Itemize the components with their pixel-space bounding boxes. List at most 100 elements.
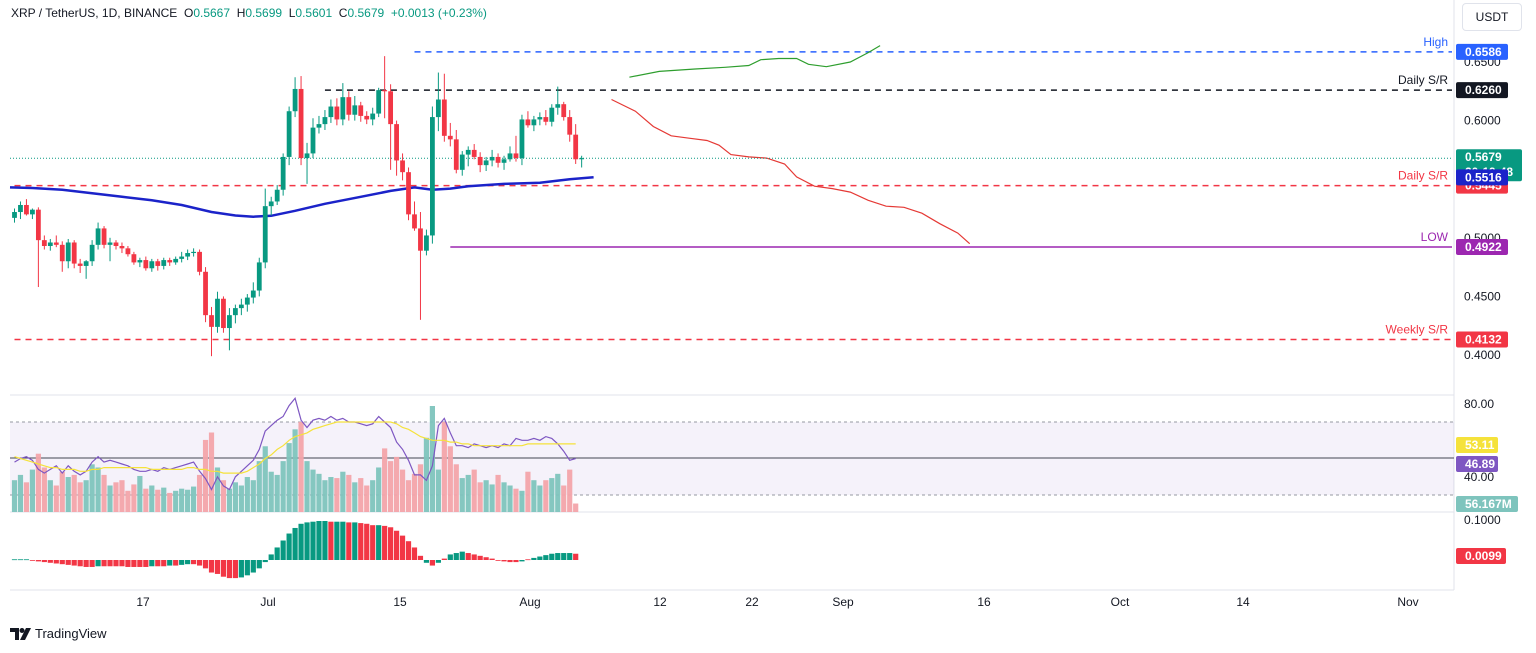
candle-body — [232, 308, 238, 316]
macd-histogram-bar — [173, 560, 179, 566]
rsi-tag — [1456, 456, 1498, 472]
candle-body — [113, 242, 119, 247]
candle-body — [555, 104, 561, 108]
macd-histogram-bar — [429, 560, 435, 566]
volume-bar — [125, 490, 131, 512]
change-value: +0.0013 (+0.23%) — [390, 6, 487, 20]
volume-bar — [429, 406, 435, 512]
last-price-tag-text: 0.5679 — [1465, 150, 1502, 164]
price-tick-label: 0.4000 — [1464, 348, 1501, 362]
volume-bar — [101, 474, 107, 512]
open-label: O — [183, 6, 194, 20]
candle-body — [424, 235, 429, 251]
level-price-tag-text: 0.6586 — [1465, 45, 1502, 59]
candle-body — [137, 260, 143, 263]
rsi-tag-text: 46.89 — [1465, 457, 1495, 471]
macd-histogram-bar — [310, 521, 316, 560]
candle-body — [543, 117, 549, 122]
candle-body — [483, 160, 489, 166]
candle-body — [59, 244, 65, 262]
level-label: Daily S/R — [1398, 73, 1448, 87]
rsi-line — [14, 397, 576, 491]
candle-body — [179, 256, 185, 259]
candle-body — [41, 240, 47, 247]
macd-histogram-bar — [41, 560, 47, 563]
macd-histogram-bar — [501, 560, 507, 562]
volume-bar — [382, 448, 388, 512]
volume-bar — [543, 480, 549, 512]
volume-bar — [89, 464, 95, 512]
macd-histogram-bar — [125, 560, 131, 567]
macd-histogram-bar — [561, 553, 567, 560]
macd-histogram-bar — [113, 560, 119, 567]
candle-body — [346, 97, 352, 115]
macd-histogram-bar — [423, 560, 430, 563]
candle-body — [286, 111, 292, 157]
candle-body — [215, 298, 220, 327]
volume-bar — [411, 473, 418, 512]
macd-histogram-bar — [226, 560, 233, 579]
macd-histogram-bar — [316, 521, 322, 560]
price-tick-label: 0.4500 — [1464, 289, 1501, 303]
candle-body — [280, 156, 286, 190]
macd-histogram-bar — [417, 555, 424, 560]
macd-histogram-bar — [477, 555, 483, 560]
macd-histogram-bar — [513, 560, 519, 563]
volume-bar — [388, 461, 394, 512]
candle-body — [441, 99, 447, 136]
symbol-label[interactable]: XRP / TetherUS, 1D, BINANCE — [11, 6, 178, 20]
candle-body — [573, 134, 579, 160]
level-price-tag — [1456, 82, 1508, 99]
level-price-tag-text: 0.6260 — [1465, 83, 1502, 97]
candle-body — [328, 106, 334, 118]
candle-body — [256, 262, 262, 291]
high-value: 0.5699 — [245, 6, 283, 20]
candle-body — [155, 261, 161, 266]
volume-tag-text: 56.167M — [1465, 497, 1512, 511]
candle-body — [101, 228, 107, 245]
macd-histogram-bar — [23, 559, 30, 561]
macd-histogram-bar — [256, 560, 262, 569]
level-label: Daily S/R — [1398, 169, 1448, 183]
macd-histogram-bar — [185, 560, 191, 565]
macd-histogram-bar — [352, 522, 358, 560]
macd-tag-text: 0.0099 — [1465, 549, 1502, 563]
time-tick-label: 12 — [653, 595, 667, 609]
macd-histogram-bar — [214, 560, 221, 574]
candle-body — [143, 260, 149, 269]
volume-bar — [107, 485, 113, 512]
candle-body — [197, 251, 202, 272]
close-value: 0.5679 — [347, 6, 385, 20]
tradingview-brand[interactable]: TradingView — [10, 626, 107, 641]
volume-bar — [364, 485, 370, 512]
macd-histogram-bar — [244, 560, 250, 576]
macd-histogram-bar — [143, 560, 149, 567]
candle-body — [161, 260, 167, 266]
candle-body — [334, 106, 340, 120]
candle-body — [471, 149, 477, 157]
candle-body — [185, 253, 191, 257]
candle-body — [119, 246, 125, 249]
volume-bar — [77, 482, 83, 512]
volume-bar — [292, 429, 298, 512]
macd-histogram-bar — [364, 523, 370, 560]
candle-body — [418, 228, 423, 251]
level-price-tag-text: 0.4132 — [1465, 333, 1502, 347]
volume-bar — [268, 471, 274, 512]
macd-histogram-bar — [167, 560, 173, 566]
volume-bar — [131, 484, 137, 512]
volume-bar — [83, 480, 89, 512]
level-label: High — [1423, 35, 1448, 49]
macd-histogram-bar — [334, 521, 340, 560]
macd-histogram-bar — [340, 521, 346, 560]
volume-bar — [191, 486, 197, 512]
currency-button[interactable]: USDT — [1462, 3, 1522, 31]
candle-body — [370, 113, 376, 120]
level-price-tag — [1456, 238, 1508, 255]
volume-bar — [501, 482, 507, 512]
macd-histogram-bar — [399, 535, 406, 560]
volume-bar — [298, 421, 304, 512]
volume-bar — [352, 482, 358, 512]
macd-histogram-bar — [47, 560, 53, 563]
